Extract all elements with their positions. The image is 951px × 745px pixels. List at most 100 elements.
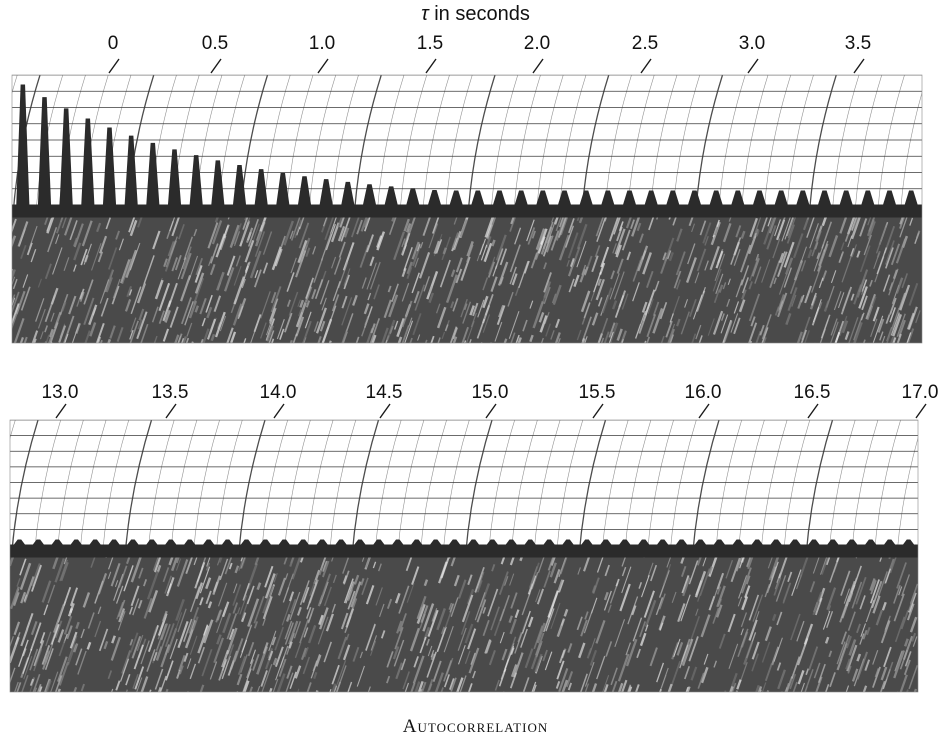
- bottom-panel-noise-streak: [621, 566, 627, 577]
- top-panel-noise-streak: [376, 231, 386, 251]
- top-panel-noise-streak: [844, 229, 851, 242]
- bottom-panel-tick-label: 13.0: [41, 382, 79, 403]
- top-panel-noise-streak: [638, 233, 644, 244]
- bottom-panel-noise-streak: [814, 597, 823, 616]
- top-panel-noise-streak: [722, 282, 727, 290]
- bottom-panel-noise-streak: [444, 674, 450, 688]
- bottom-panel-noise-streak: [499, 631, 505, 644]
- bottom-panel-noise-streak: [86, 641, 92, 650]
- top-panel-noise-streak: [449, 326, 458, 343]
- top-panel-noise-streak: [828, 235, 839, 258]
- top-panel-noise-streak: [889, 307, 896, 323]
- bottom-panel-noise-streak: [205, 577, 212, 590]
- top-panel-noise-streak: [210, 243, 219, 264]
- top-panel-noise-streak: [778, 273, 788, 295]
- top-panel-noise-streak: [840, 286, 853, 315]
- top-panel-noise-streak: [53, 311, 62, 329]
- top-panel-noise-streak: [108, 247, 118, 270]
- bottom-panel-noise-streak: [824, 636, 830, 644]
- top-panel-noise-streak: [550, 230, 560, 251]
- bottom-panel-noise-streak: [34, 687, 38, 692]
- top-panel-noise-streak: [543, 272, 552, 293]
- bottom-panel-noise-streak: [476, 580, 483, 593]
- top-panel-noise-streak: [169, 306, 179, 328]
- top-panel-noise-streak: [861, 295, 868, 311]
- bottom-panel-noise-streak: [474, 592, 486, 621]
- bottom-panel-noise-streak: [281, 597, 293, 626]
- top-panel-noise-streak: [569, 257, 575, 268]
- bottom-panel-noise-streak: [543, 570, 551, 588]
- top-panel-noise-streak: [495, 234, 507, 261]
- bottom-panel-noise-streak: [449, 603, 454, 613]
- bottom-panel-noise-streak: [273, 572, 278, 583]
- top-panel-noise-streak: [841, 320, 849, 334]
- top-panel-noise-streak: [33, 338, 37, 343]
- top-panel-noise-streak: [487, 261, 496, 278]
- bottom-panel-noise-streak: [20, 591, 27, 604]
- bottom-panel-noise-streak: [400, 658, 407, 671]
- top-panel-noise-streak: [616, 328, 623, 341]
- bottom-panel-noise-streak: [845, 635, 852, 649]
- bottom-panel-noise-streak: [140, 640, 150, 665]
- bottom-panel-noise-streak: [189, 635, 198, 655]
- bottom-panel-noise-streak: [54, 675, 63, 692]
- bottom-panel-noise-streak: [578, 642, 586, 659]
- top-panel-noise-streak: [858, 269, 869, 293]
- top-panel-noise-streak: [704, 260, 709, 271]
- bottom-panel-noise-streak: [115, 585, 124, 604]
- bottom-panel-noise-streak: [236, 673, 243, 686]
- top-panel-noise-streak: [687, 243, 696, 265]
- bottom-panel-noise-streak: [313, 671, 318, 680]
- top-panel-noise-streak: [583, 302, 591, 319]
- bottom-panel-noise-streak: [262, 585, 275, 614]
- bottom-panel-noise-streak: [13, 621, 21, 636]
- bottom-panel-noise-streak: [737, 596, 743, 607]
- bottom-panel-noise-streak: [119, 658, 130, 682]
- top-panel-noise-streak: [696, 290, 706, 312]
- top-panel-noise-streak: [807, 249, 813, 259]
- top-panel-noise-streak: [865, 293, 876, 320]
- top-panel-noise-streak: [452, 230, 462, 251]
- top-panel-noise-streak: [899, 216, 904, 225]
- top-panel-noise-streak: [143, 255, 155, 284]
- top-panel-noise-streak: [417, 334, 421, 341]
- top-panel-noise-streak: [733, 248, 741, 266]
- bottom-panel-noise-streak: [239, 595, 248, 615]
- bottom-panel-noise-streak: [860, 623, 867, 637]
- bottom-panel-noise-streak: [805, 668, 810, 676]
- top-panel-noise-streak: [44, 295, 56, 323]
- bottom-panel-noise-streak: [342, 644, 351, 661]
- bottom-panel-noise-streak: [813, 662, 821, 679]
- bottom-panel-noise-streak: [274, 626, 285, 651]
- top-panel-noise-streak: [876, 247, 888, 275]
- top-panel-noise-streak: [671, 295, 680, 317]
- bottom-panel-noise-streak: [398, 613, 407, 632]
- bottom-panel-noise-streak: [209, 661, 218, 680]
- top-panel-noise-streak: [216, 271, 225, 291]
- bottom-panel-noise-streak: [856, 651, 869, 680]
- top-panel-noise-streak: [867, 221, 876, 240]
- bottom-panel-noise-streak: [808, 646, 819, 671]
- bottom-panel-noise-streak: [901, 574, 910, 597]
- top-panel-noise-streak: [163, 258, 168, 268]
- top-panel-noise-streak: [183, 236, 193, 261]
- bottom-panel-noise-streak: [749, 610, 760, 638]
- bottom-panel-noise-streak: [804, 668, 814, 692]
- bottom-panel-noise-streak: [426, 638, 430, 646]
- bottom-panel-noise-streak: [232, 584, 242, 606]
- top-panel-noise-streak: [480, 342, 483, 343]
- top-panel-noise-streak: [759, 324, 765, 336]
- top-panel-noise-streak: [714, 253, 726, 282]
- bottom-panel-noise-streak: [589, 649, 598, 666]
- top-panel-noise-streak: [817, 243, 829, 272]
- top-panel-noise-streak: [702, 222, 712, 244]
- top-panel-noise-streak: [140, 323, 149, 343]
- bottom-panel-noise-streak: [33, 648, 43, 672]
- top-panel-noise-streak: [691, 223, 695, 233]
- top-panel-noise-streak: [735, 279, 743, 298]
- top-panel-noise-streak: [126, 285, 132, 298]
- bottom-panel-noise-streak: [300, 647, 308, 661]
- top-panel-noise-streak: [214, 311, 226, 338]
- bottom-panel-noise-streak: [773, 577, 782, 596]
- top-panel-noise-streak: [830, 270, 837, 284]
